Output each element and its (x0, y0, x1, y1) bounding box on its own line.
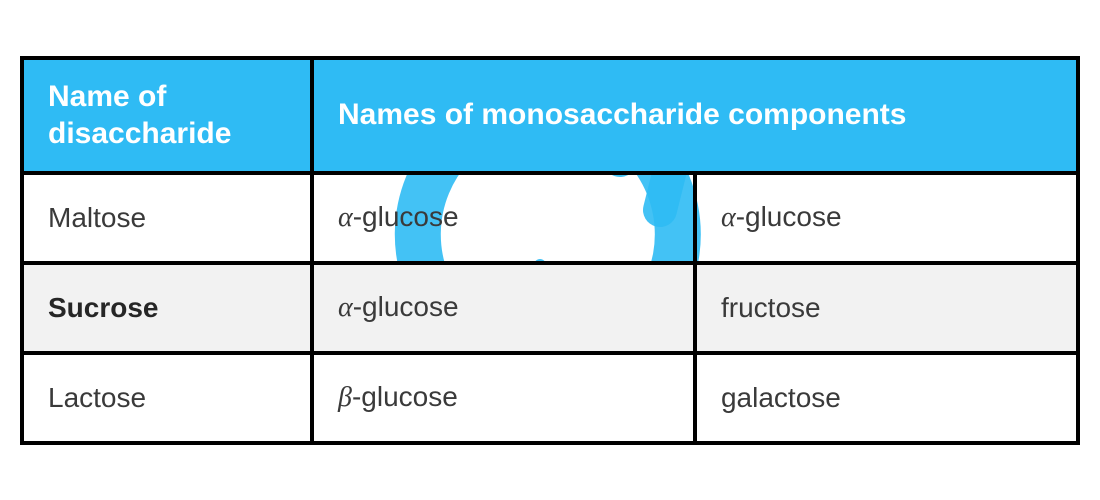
comp2-text: fructose (721, 292, 821, 323)
col-header-components: Names of monosaccharide components (312, 58, 1078, 173)
greek-alpha: α (338, 202, 353, 233)
table-header-row: Name of disaccharide Names of monosaccha… (22, 58, 1078, 173)
comp1-text: -glucose (352, 381, 458, 412)
comp1-text: -glucose (353, 201, 459, 232)
greek-beta: β (338, 382, 352, 413)
cell-name: Sucrose (22, 263, 312, 353)
cell-name: Lactose (22, 353, 312, 443)
cell-comp2: α-glucose (695, 173, 1078, 263)
cell-comp2: galactose (695, 353, 1078, 443)
cell-comp2: fructose (695, 263, 1078, 353)
comp1-text: -glucose (353, 291, 459, 322)
cell-comp1: α-glucose (312, 263, 695, 353)
comp2-text: galactose (721, 382, 841, 413)
disaccharide-table: Name of disaccharide Names of monosaccha… (20, 56, 1080, 445)
cell-comp1: α-glucose (312, 173, 695, 263)
comp2-text: -glucose (736, 201, 842, 232)
cell-comp1: β-glucose (312, 353, 695, 443)
greek-alpha: α (721, 202, 736, 233)
table-row: Sucrose α-glucose fructose (22, 263, 1078, 353)
greek-alpha: α (338, 292, 353, 323)
cell-name: Maltose (22, 173, 312, 263)
table-row: Lactose β-glucose galactose (22, 353, 1078, 443)
table-row: Maltose α-glucose α-glucose (22, 173, 1078, 263)
col-header-name: Name of disaccharide (22, 58, 312, 173)
